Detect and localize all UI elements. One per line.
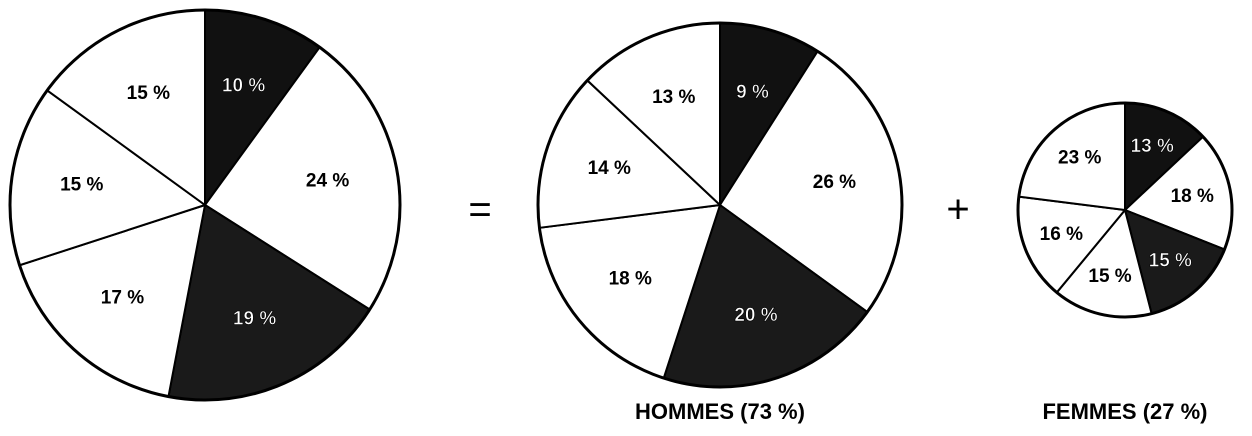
slice-label: 13 % [652, 87, 695, 108]
pie-outline [8, 8, 402, 402]
slice-label: 15 % [60, 174, 103, 195]
slice-label: 18 % [609, 268, 652, 289]
slice-label: 15 % [1088, 266, 1131, 287]
slice-label: 13 % [1131, 136, 1174, 157]
pie-title: FEMMES (27 %) [1042, 399, 1207, 424]
plus-sign: + [946, 188, 969, 232]
pie-title: HOMMES (73 %) [635, 399, 805, 424]
slice-label: 20 % [734, 305, 777, 326]
slice-label: 24 % [306, 171, 349, 192]
slice-label: 16 % [1040, 224, 1083, 245]
equals-sign: = [468, 188, 491, 232]
pie-outline [1016, 101, 1234, 319]
slice-label: 10 % [222, 75, 265, 96]
slice-label: 26 % [813, 172, 856, 193]
slice-label: 23 % [1058, 148, 1101, 169]
slice-label: 18 % [1171, 186, 1214, 207]
slice-label: 15 % [127, 83, 170, 104]
slice-label: 15 % [1149, 250, 1192, 271]
slice-label: 14 % [588, 158, 631, 179]
slice-label: 19 % [233, 309, 276, 330]
pie-outline [536, 21, 904, 389]
slice-label: 9 % [736, 82, 769, 103]
slice-label: 17 % [101, 288, 144, 309]
